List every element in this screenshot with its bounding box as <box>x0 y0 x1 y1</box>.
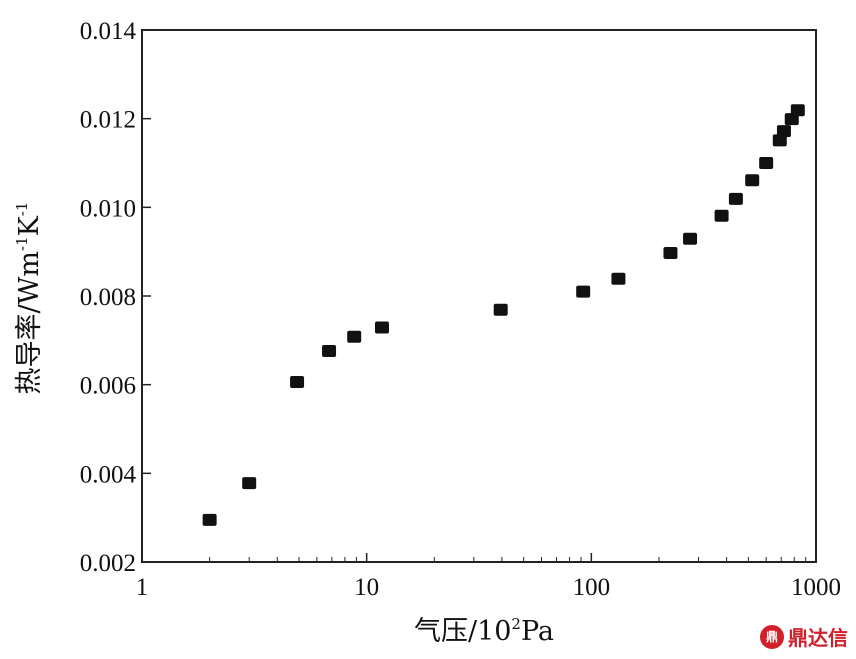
y-tick-label: 0.008 <box>80 284 136 311</box>
watermark-text: 鼎达信 <box>788 626 848 650</box>
data-point <box>374 321 389 334</box>
data-points <box>202 104 805 526</box>
data-point <box>759 157 774 169</box>
data-point <box>728 192 743 205</box>
x-axis-title: 气压/102Pa <box>414 615 554 647</box>
data-point <box>290 376 305 389</box>
data-point <box>493 303 508 316</box>
y-axis-title: 热导率/Wm-1K-1 <box>13 202 45 395</box>
x-tick-label: 1000 <box>791 574 841 601</box>
x-tick-label: 100 <box>573 574 611 601</box>
watermark-logo-icon: 鼎 <box>760 624 784 649</box>
data-point <box>611 272 626 285</box>
data-point <box>576 285 591 298</box>
x-axis-ticks: 1 10 100 1000 <box>136 553 841 601</box>
data-point <box>776 125 791 138</box>
data-point <box>714 209 729 222</box>
data-point <box>663 246 678 259</box>
y-tick-label: 0.014 <box>80 18 137 45</box>
data-point <box>347 330 362 343</box>
data-point <box>242 477 257 490</box>
data-point <box>772 134 787 147</box>
data-point <box>745 174 760 187</box>
y-tick-label: 0.010 <box>80 195 136 222</box>
y-tick-label: 0.002 <box>80 550 136 577</box>
watermark: 鼎 鼎达信 <box>760 622 848 651</box>
x-tick-label: 1 <box>136 574 149 601</box>
data-point <box>790 104 805 117</box>
y-tick-label: 0.006 <box>80 373 136 400</box>
data-point <box>202 513 217 526</box>
y-tick-label: 0.012 <box>80 107 136 134</box>
y-tick-label: 0.004 <box>80 461 137 488</box>
x-tick-label: 10 <box>354 574 379 601</box>
data-point <box>683 232 698 245</box>
y-axis-ticks: 0.002 0.004 0.006 0.008 0.010 0.012 0.014 <box>80 18 151 577</box>
data-point <box>322 344 337 357</box>
